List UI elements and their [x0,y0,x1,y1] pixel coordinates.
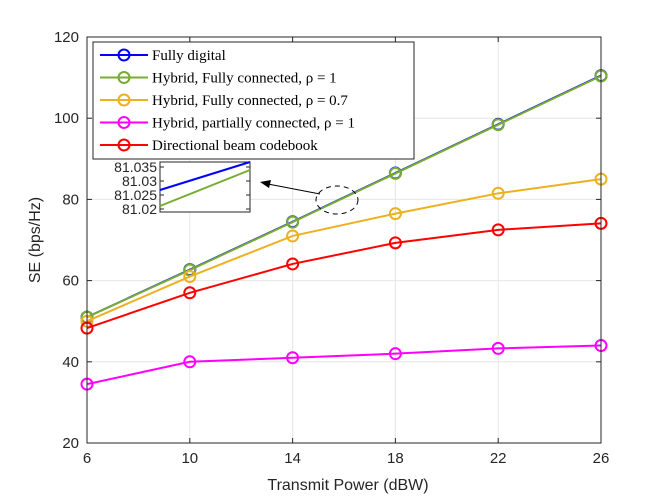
legend-marker-directional-beam-codebook [117,138,131,152]
x-tick-label: 10 [181,450,198,467]
data-point-hybrid-partially-connected-1 [388,347,402,361]
zoom-arrow-head [260,180,271,188]
series-line-hybrid-partially-connected-1 [86,344,602,386]
data-point-hybrid-fully-connected-1 [286,215,300,229]
data-point-hybrid-fully-connected-0-7 [491,186,505,200]
inset-line-hybrid-fully-connected [159,169,251,207]
legend-marker-fully-digital [117,48,131,62]
legend-marker-hybrid-fully-connected-1 [117,71,131,84]
legend: Fully digital Hybrid, Fully connected, ρ … [92,41,415,160]
data-point-hybrid-fully-connected-0-7 [388,207,402,221]
data-point-hybrid-partially-connected-1 [491,341,505,355]
x-tick-label: 6 [83,450,91,467]
data-point-directional-beam-codebook [183,286,197,300]
inset-tick-label: 81.02 [122,201,157,217]
data-point-directional-beam-codebook [491,223,505,237]
series-line-hybrid-fully-connected-1 [86,75,602,319]
data-point-hybrid-partially-connected-1 [183,355,197,369]
inset-tick-label: 81.035 [114,159,157,175]
data-point-directional-beam-codebook [388,236,402,250]
series-lines [80,69,608,391]
zoom-arrow-line [267,183,321,195]
data-point-hybrid-fully-connected-1 [388,166,402,180]
y-axis-label: SE (bps/Hz) [27,197,44,283]
series-line-directional-beam-codebook [86,222,602,330]
x-tick-label: 22 [490,450,507,467]
data-point-hybrid-partially-connected-1 [286,351,300,365]
x-tick-label: 26 [593,450,610,467]
legend-marker-hybrid-fully-connected-0-7 [117,93,131,107]
zoom-region-ellipse [315,185,359,215]
x-tick-label: 18 [387,450,404,467]
inset-tick-label: 81.025 [114,187,157,203]
data-point-hybrid-fully-connected-0-7 [286,229,300,243]
legend-label-fully-digital: Fully digital [152,48,226,64]
y-tick-label: 20 [62,435,79,452]
y-tick-label: 60 [62,273,79,290]
y-tick-label: 100 [54,110,79,127]
axes-box [86,36,602,444]
y-tick-label: 120 [54,29,79,46]
series-line-hybrid-fully-connected-0-7 [86,178,602,323]
y-tick-label: 40 [62,354,79,371]
inset-tick-label: 81.03 [122,173,157,189]
data-point-hybrid-fully-connected-0-7 [183,270,197,284]
x-tick-label: 14 [284,450,301,467]
data-point-directional-beam-codebook [286,257,300,271]
data-point-hybrid-fully-connected-1 [491,118,505,132]
x-axis-label: Transmit Power (dBW) [267,477,428,494]
legend-label-hybrid-partially-connected-1: Hybrid, partially connected, ρ = 1 [152,116,355,132]
legend-label-hybrid-fully-connected-1: Hybrid, Fully connected, ρ = 1 [152,71,337,87]
inset-line-fully-digital [159,161,251,191]
legend-label-directional-beam-codebook: Directional beam codebook [152,138,318,154]
tick-labels: 6 10 14 18 22 26 20 40 60 80 100 120 [54,29,609,467]
legend-label-hybrid-fully-connected-0-7: Hybrid, Fully connected, ρ = 0.7 [152,93,348,109]
legend-marker-hybrid-partially-connected-1 [117,116,131,129]
y-tick-label: 80 [62,191,79,208]
axes [86,36,602,444]
